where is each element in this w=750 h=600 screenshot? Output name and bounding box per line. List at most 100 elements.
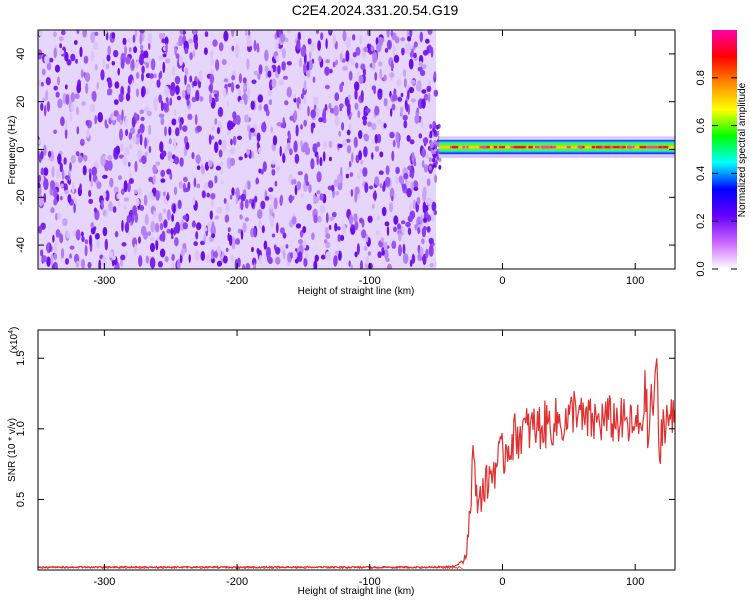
spectrogram-noise-blob [218,139,222,146]
spectrogram-noise-blob [300,140,303,148]
spectrogram-noise-blob [257,73,261,80]
spectrogram-noise-blob [43,178,49,191]
spectrogram-noise-blob [89,170,92,182]
spectrogram-signal-peak [486,145,490,149]
spectrogram-noise-blob [230,121,234,130]
spectrogram-noise-blob [295,124,299,137]
spectrogram-noise-blob [428,157,432,163]
spectrogram-noise-blob [152,164,157,175]
spectrogram-noise-blob [232,111,237,120]
spectrogram-noise-blob [291,216,297,225]
spectrogram-noise-blob [75,58,78,64]
spectrogram-noise-blob [333,179,339,187]
spectrogram-noise-blob [149,73,155,79]
spectrogram-noise-blob [306,61,310,71]
spectrogram-noise-blob [363,46,369,53]
spectrogram-noise-blob [189,52,193,60]
spectrogram-noise-blob [378,170,384,175]
spectrogram-noise-blob [297,251,303,262]
spectrogram-noise-blob [421,160,425,168]
spectrogram-noise-blob [331,184,335,192]
spectrogram-noise-blob [427,30,433,35]
spectrogram-noise-blob [331,211,337,218]
spectrogram-noise-blob [158,55,164,61]
spectrogram-noise-blob [120,188,125,195]
spectrogram-noise-blob [66,230,70,239]
spectrogram-noise-blob [269,215,274,228]
spectrogram-noise-blob [287,142,291,152]
spectrogram-noise-blob [258,103,263,111]
spectrogram-noise-blob [53,198,58,206]
spectrogram-noise-blob [277,30,283,34]
spectrogram-noise-blob [406,188,412,198]
spectrogram-noise-blob [429,262,434,268]
spectrogram-noise-blob [250,100,255,111]
spectrogram-noise-blob [429,124,433,129]
spectrogram-noise-blob [324,226,329,236]
spectrogram-noise-blob [209,210,213,220]
spectrogram-noise-blob [240,200,244,211]
spectrogram-noise-blob [400,106,404,115]
spectrogram-noise-blob [420,69,426,77]
spectrogram-noise-blob [46,256,51,267]
spectrogram-noise-blob [119,143,124,153]
spectrogram-noise-blob [148,42,151,50]
spectrogram-noise-blob [172,204,176,214]
spectrogram-noise-blob [374,134,378,144]
spectrogram-noise-blob [84,72,91,82]
spectrogram-noise-blob [174,156,180,165]
spectrogram-noise-blob [124,146,130,157]
spectrogram-noise-blob [277,65,281,75]
spectrogram-noise-blob [225,202,230,212]
spectrogram-noise-blob [345,173,350,179]
spectrogram-noise-blob [279,227,285,235]
spectrogram-noise-blob [173,186,178,196]
spectrogram-noise-blob [128,178,134,184]
spectrogram-noise-blob [353,213,358,223]
spectrogram-signal-peak [648,145,653,149]
spectrogram-noise-blob [57,153,62,165]
spectrogram-noise-blob [402,243,406,255]
spectrogram-noise-blob [127,75,133,85]
spectrogram-noise-blob [221,59,227,66]
spectrogram-noise-blob [40,102,44,111]
spectrogram-noise-blob [179,121,183,131]
spectrogram-noise-blob [141,155,147,165]
spectrogram-noise-blob [60,196,63,201]
snr-y-tick-label: 0.5 [15,492,27,507]
spectrogram-noise-blob [407,36,412,42]
spectrogram-noise-blob [230,138,233,146]
spectrogram-noise-blob [75,229,81,241]
spectrogram-noise-blob [162,53,167,58]
spectrogram-noise-blob [175,127,180,137]
spectrogram-noise-blob [386,226,390,236]
spectrogram-noise-blob [357,174,361,179]
spectrogram-noise-blob [162,102,168,111]
snr-y-axis-label: SNR (10 * v/v) [7,418,18,482]
spectrogram-noise-blob [207,220,212,233]
spectrogram-noise-blob [121,219,124,232]
spectrogram-noise-blob [50,254,54,267]
spectrogram-noise-blob [164,86,170,97]
spectrogram-noise-blob [339,103,344,109]
spectrogram-noise-blob [359,34,363,45]
spectrogram-noise-blob [393,215,399,225]
spectrogram-noise-blob [267,70,272,78]
spectrogram-noise-blob [372,203,375,209]
spectrogram-noise-blob [325,110,329,115]
spectrogram-noise-blob [253,70,259,76]
spectrogram-noise-blob [275,40,279,51]
spectrogram-noise-blob [253,262,256,269]
spectrogram-noise-blob [297,31,301,41]
spectrogram-noise-blob [217,106,224,118]
spectrogram-noise-blob [395,174,398,186]
spectrogram-noise-blob [224,214,230,223]
spectrogram-noise-blob [282,48,286,59]
spectrogram-noise-blob [82,30,88,38]
spectrogram-noise-blob [220,180,224,185]
spectrogram-noise-blob [298,103,302,111]
spectrogram-noise-blob [319,204,325,214]
spectrogram-noise-blob [308,184,312,194]
spectrogram-noise-blob [76,83,82,94]
